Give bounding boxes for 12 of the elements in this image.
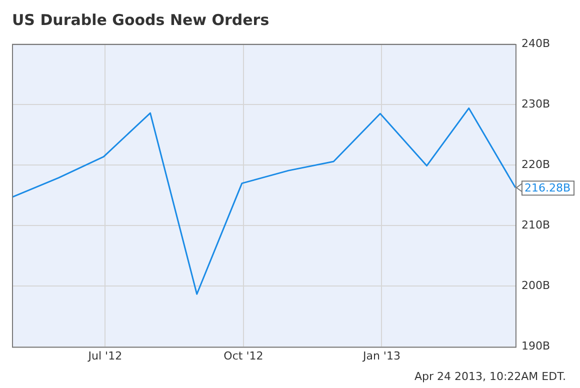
data-label: 216.28B xyxy=(524,182,571,195)
y-tick-label: 230B xyxy=(521,97,550,110)
x-tick-label: Oct '12 xyxy=(224,349,264,362)
chart-title: US Durable Goods New Orders xyxy=(12,10,270,29)
y-tick-label: 240B xyxy=(521,36,550,50)
y-tick-label: 190B xyxy=(521,340,550,353)
text: Apr 24 2013, 10:22AM EDT. xyxy=(414,370,566,383)
x-tick-label: Jul '12 xyxy=(87,349,122,362)
x-tick-label: Jan '13 xyxy=(362,349,400,362)
y-tick-label: 210B xyxy=(521,218,550,232)
y-tick-label: 200B xyxy=(521,279,550,292)
y-tick-label: 220B xyxy=(521,158,550,171)
